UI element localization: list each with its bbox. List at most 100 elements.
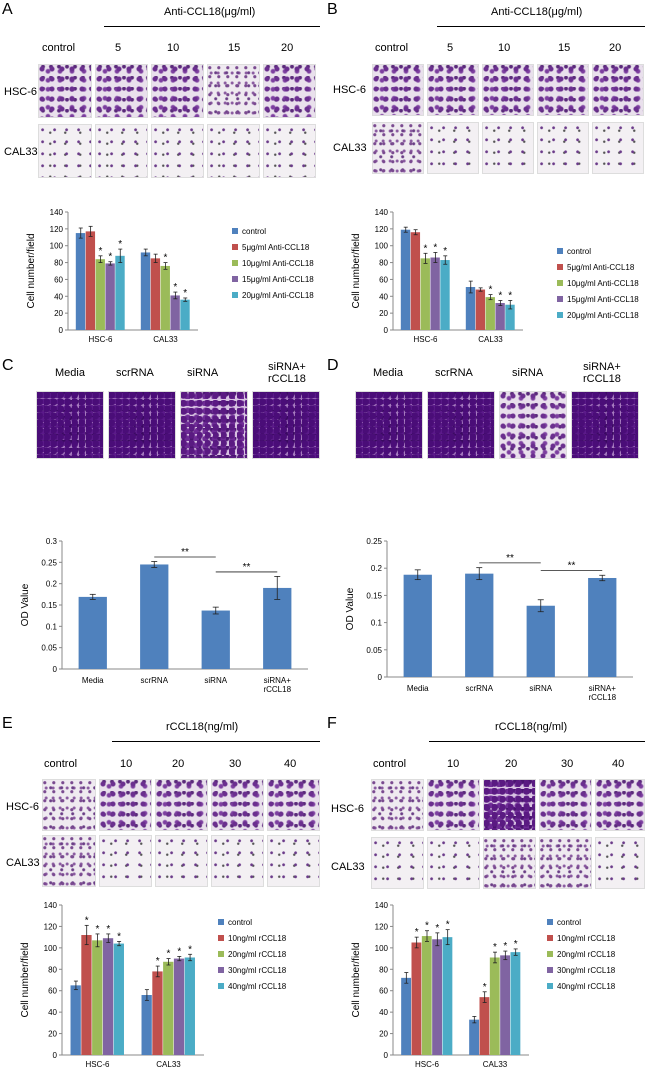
column-label-15: 15 [558, 42, 571, 54]
micrograph [427, 837, 480, 889]
x-tick-label: Media [82, 676, 104, 685]
significance-star: * [96, 924, 100, 935]
x-tick-label: HSC-6 [415, 1060, 440, 1069]
legend-swatch [232, 260, 238, 266]
treatment-header: rCCL18(ng/ml) [495, 721, 568, 733]
x-tick-label: CAL33 [478, 335, 503, 344]
y-tick-label: 100 [50, 242, 64, 251]
row-label-cal33: CAL33 [331, 861, 365, 873]
bar [485, 297, 495, 330]
panel-b: B Anti-CCL18(μg/ml) control 5 10 15 20 H… [325, 0, 650, 355]
significance-star: * [435, 923, 439, 934]
column-label-30: 30 [561, 758, 574, 770]
row-label-cal33: CAL33 [333, 142, 367, 154]
micrograph [355, 391, 423, 459]
bar [432, 939, 443, 1055]
row-label-cal33: CAL33 [6, 857, 40, 869]
y-tick-label: 140 [44, 901, 58, 910]
significance-star: * [108, 252, 112, 263]
column-label-20: 20 [609, 42, 622, 54]
y-axis-label: Cell number/field [20, 942, 31, 1017]
legend-swatch [218, 951, 224, 957]
significance-star: * [433, 242, 437, 253]
y-axis-label: OD Value [345, 587, 356, 630]
bar [92, 940, 103, 1055]
y-tick-label: 20 [379, 309, 388, 318]
bar [510, 952, 521, 1055]
significance-star: * [503, 941, 507, 952]
bar [163, 961, 174, 1055]
significance-star: * [508, 291, 512, 302]
micrograph [482, 122, 534, 174]
bar [113, 943, 124, 1055]
micrograph [537, 122, 589, 174]
bar [173, 958, 185, 1055]
bar [140, 564, 169, 669]
bar [410, 232, 421, 330]
column-label-5: 5 [447, 42, 454, 54]
bar [105, 263, 115, 330]
micrograph [539, 837, 592, 889]
legend-swatch [547, 967, 553, 973]
y-tick-label: 20 [48, 1030, 57, 1039]
micrograph [263, 124, 316, 178]
bar [78, 596, 107, 669]
column-label-20: 20 [281, 42, 294, 54]
bar [160, 265, 170, 330]
bar [489, 957, 500, 1055]
bar [140, 252, 151, 330]
significance-star: * [425, 921, 429, 932]
row-label-hsc6: HSC-6 [6, 801, 40, 813]
column-label-control: control [44, 758, 78, 770]
panel-d: D Media scrRNA siRNA siRNA+ rCCL18 0 0.05… [325, 355, 650, 715]
legend-label: 5μg/ml Anti-CCL18 [242, 243, 310, 252]
y-tick-label: 80 [54, 259, 63, 268]
y-tick-label: 0 [53, 1051, 58, 1060]
bar [95, 259, 105, 330]
column-label-media: Media [55, 367, 85, 379]
row-label-hsc6: HSC-6 [4, 86, 38, 98]
bar-chart: 0 20 40 60 80 100 120 140 Cell number/field * * * * H… [20, 901, 287, 1069]
y-tick-label: 0 [59, 326, 64, 335]
micrograph [155, 779, 208, 831]
y-tick-label: 120 [375, 225, 389, 234]
bar [201, 610, 230, 669]
panel-e: E rCCL18(ng/ml) control 10 20 30 40 HSC-… [0, 715, 325, 1079]
legend-swatch [232, 276, 238, 282]
x-tick-label: CAL33 [153, 335, 178, 344]
y-tick-label: 0 [384, 326, 389, 335]
micrograph [207, 64, 260, 118]
legend-label: 30ng/ml rCCL18 [228, 966, 287, 975]
y-tick-label: 80 [379, 965, 388, 974]
column-label-10: 10 [167, 42, 180, 54]
y-axis-label: OD Value [20, 583, 31, 626]
micrograph [211, 835, 264, 887]
bar [85, 231, 96, 330]
legend-label: 15μg/ml Anti-CCL18 [242, 275, 314, 284]
legend-label: 40ng/ml rCCL18 [228, 982, 287, 991]
legend-label: 5μg/ml Anti-CCL18 [567, 263, 635, 272]
x-tick-label: siRNA [529, 684, 552, 693]
bar [479, 997, 490, 1055]
micrograph [95, 64, 148, 118]
y-tick-label: 0.15 [366, 591, 382, 600]
x-tick-label: scrRNA [140, 676, 168, 685]
bar-chart: 0 0.05 0.1 0.15 0.2 0.25 0.3 OD Value Media scrRN… [20, 537, 308, 694]
significance-star: * [118, 239, 122, 250]
bar [588, 577, 617, 677]
legend-label: control [557, 918, 581, 927]
significance-star: * [106, 924, 110, 935]
bar [81, 935, 92, 1055]
significance-star: * [183, 288, 187, 299]
significance-star: * [188, 944, 192, 955]
legend-swatch [218, 919, 224, 925]
significance-star: * [489, 285, 493, 296]
x-tick-label: CAL33 [483, 1060, 508, 1069]
y-tick-label: 0.1 [371, 619, 383, 628]
significance-label: ** [506, 553, 514, 564]
micrograph [267, 779, 320, 831]
bar [70, 985, 81, 1055]
x-tick-label: HSC-6 [413, 335, 438, 344]
significance-star: * [99, 246, 103, 257]
column-label-40: 40 [284, 758, 297, 770]
